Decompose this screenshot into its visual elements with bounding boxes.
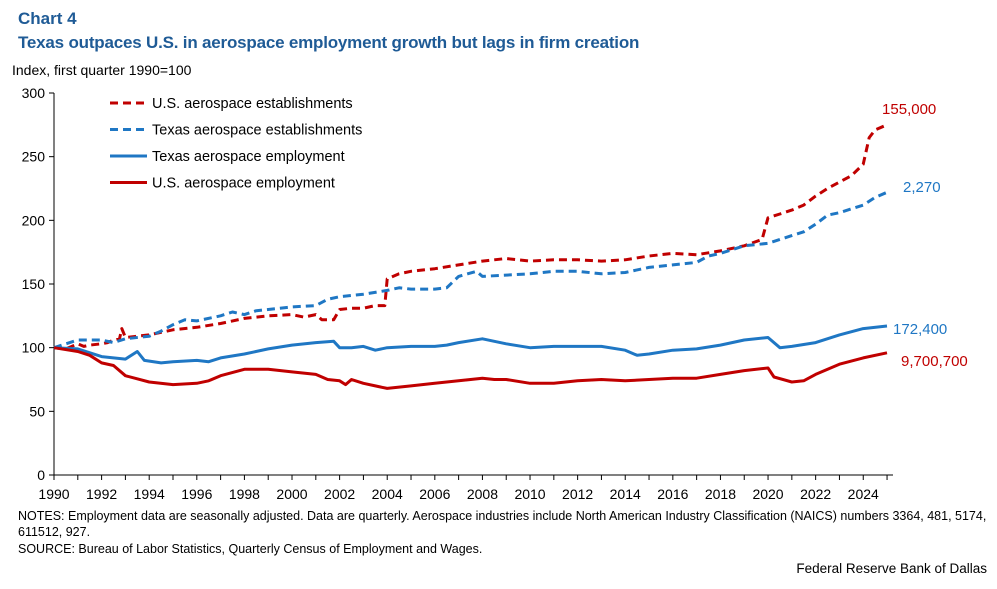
y-axis-label: Index, first quarter 1990=100	[12, 62, 192, 78]
series-end-label: 9,700,700	[901, 353, 968, 370]
chart-title: Texas outpaces U.S. in aerospace employm…	[18, 33, 640, 52]
x-tick-label: 2004	[372, 486, 403, 500]
y-tick-label: 50	[29, 403, 45, 419]
legend-label: U.S. aerospace establishments	[152, 96, 353, 112]
series-end-label: 2,270	[903, 179, 941, 196]
x-tick-label: 2022	[800, 486, 831, 500]
legend-label: U.S. aerospace employment	[152, 176, 335, 192]
x-tick-label: 2002	[324, 486, 355, 500]
series-line-1	[53, 123, 888, 351]
legend-label: Texas aerospace employment	[152, 149, 345, 165]
legend-label: Texas aerospace establishments	[152, 123, 362, 139]
x-tick-label: 1994	[134, 486, 165, 500]
x-tick-label: 2012	[562, 486, 593, 500]
series-line-4	[53, 346, 888, 390]
y-tick-label: 100	[22, 340, 46, 356]
series-line-3	[53, 324, 888, 365]
x-tick-label: 1990	[38, 486, 69, 500]
y-tick-label: 250	[22, 149, 46, 165]
x-tick-label: 2024	[848, 486, 879, 500]
y-tick-label: 300	[22, 85, 46, 101]
series-end-label: 172,400	[893, 321, 947, 338]
series-line-2	[53, 190, 888, 350]
x-tick-label: 2020	[752, 486, 783, 500]
source-text: SOURCE: Bureau of Labor Statistics, Quar…	[18, 542, 483, 556]
y-tick-label: 0	[37, 467, 45, 483]
chart-label: Chart 4	[18, 9, 77, 28]
notes-text: NOTES: Employment data are seasonally ad…	[18, 509, 987, 539]
x-tick-label: 2010	[514, 486, 545, 500]
x-tick-label: 2000	[276, 486, 307, 500]
credit-text: Federal Reserve Bank of Dallas	[796, 561, 987, 576]
x-tick-label: 2014	[610, 486, 641, 500]
x-tick-label: 2008	[467, 486, 498, 500]
x-tick-label: 1992	[86, 486, 117, 500]
x-tick-label: 2006	[419, 486, 450, 500]
line-chart: 0 50 100 150 200 250 300 1990 1992 1994 1996 1998 20…	[22, 85, 968, 500]
y-tick-label: 150	[22, 276, 46, 292]
x-tick-label: 1998	[229, 486, 260, 500]
x-tick-label: 2018	[705, 486, 736, 500]
x-tick-label: 1996	[181, 486, 212, 500]
series-end-label: 155,000	[882, 101, 936, 118]
y-tick-label: 200	[22, 212, 46, 228]
x-tick-label: 2016	[657, 486, 688, 500]
